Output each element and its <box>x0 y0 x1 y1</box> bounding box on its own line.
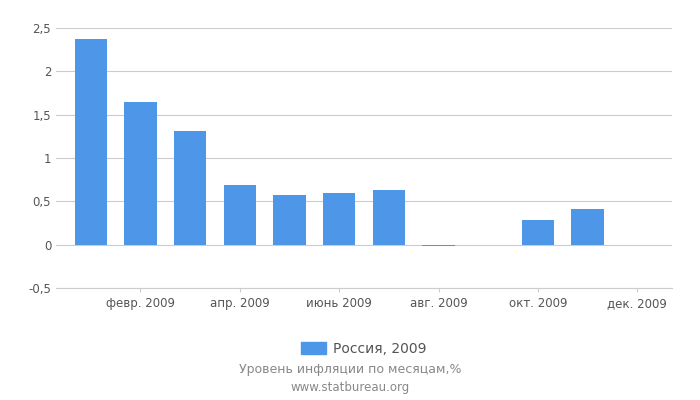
Bar <box>522 220 554 245</box>
Bar <box>323 193 356 245</box>
Bar <box>224 185 256 245</box>
Bar <box>273 195 306 245</box>
Bar <box>571 209 603 245</box>
Bar <box>75 39 107 245</box>
Bar <box>125 102 157 245</box>
Text: Уровень инфляции по месяцам,%: Уровень инфляции по месяцам,% <box>239 364 461 376</box>
Text: www.statbureau.org: www.statbureau.org <box>290 382 410 394</box>
Bar <box>422 245 455 246</box>
Legend: Россия, 2009: Россия, 2009 <box>301 342 427 356</box>
Bar <box>372 190 405 245</box>
Bar <box>174 131 206 245</box>
